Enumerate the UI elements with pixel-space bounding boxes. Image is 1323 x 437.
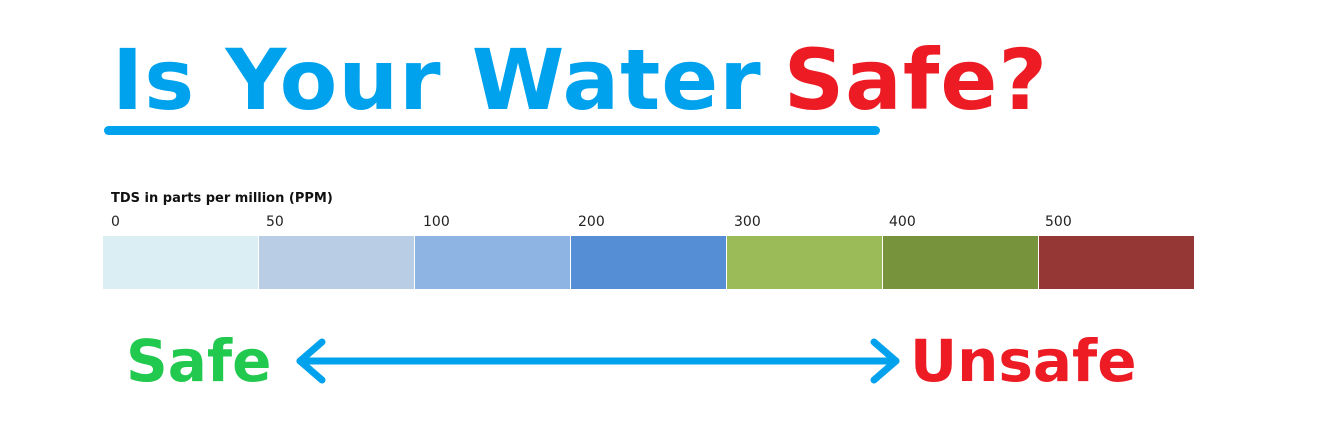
scale-segment-500-plus — [1039, 236, 1194, 289]
scale-segment-400-500 — [883, 236, 1039, 289]
title-part-blue: Is Your Water — [104, 10, 880, 150]
tick-label-50: 50 — [266, 214, 284, 230]
tick-label-100: 100 — [423, 214, 450, 230]
tick-label-400: 400 — [889, 214, 916, 230]
scale-segment-50-100 — [259, 236, 415, 289]
page-title: Is Your Water Safe? — [104, 10, 1049, 150]
tick-label-500: 500 — [1045, 214, 1072, 230]
title-text-safe: Safe? — [783, 31, 1049, 129]
scale-segment-300-400 — [727, 236, 883, 289]
safe-label: Safe — [126, 327, 272, 395]
scale-segment-200-300 — [571, 236, 727, 289]
tick-label-200: 200 — [578, 214, 605, 230]
title-underline — [104, 126, 880, 135]
scale-caption: TDS in parts per million (PPM) — [111, 191, 333, 206]
tick-label-0: 0 — [111, 214, 120, 230]
tick-label-300: 300 — [734, 214, 761, 230]
double-headed-arrow-icon — [296, 338, 900, 384]
unsafe-label: Unsafe — [910, 327, 1137, 395]
scale-segment-0-50 — [103, 236, 259, 289]
tds-color-scale — [103, 236, 1194, 289]
scale-segment-100-200 — [415, 236, 571, 289]
title-text-is-your-water: Is Your Water — [112, 31, 762, 129]
